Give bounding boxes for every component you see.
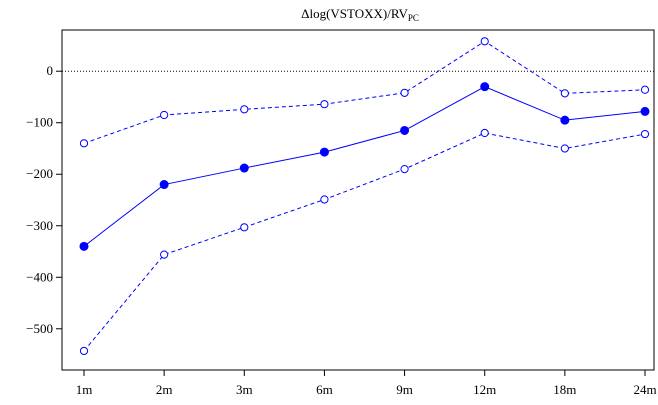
x-tick-label: 12m: [473, 382, 496, 397]
data-point-estimate: [640, 106, 650, 116]
data-point-estimate: [239, 163, 249, 173]
x-axis: 1m 2m 3m 6m 9m 12m 18m 24m: [76, 370, 657, 397]
data-point-upper-band: [79, 139, 89, 148]
x-tick-label: 24m: [633, 382, 656, 397]
data-point-lower-band: [560, 144, 569, 153]
data-point-upper-band: [320, 100, 329, 109]
data-point-lower-band: [79, 346, 89, 356]
x-tick-label: 3m: [236, 382, 253, 397]
data-point-lower-band: [160, 250, 169, 259]
series-line-lower-band: [83, 132, 646, 352]
y-tick-label: −200: [26, 166, 53, 181]
series-line-estimate: [83, 86, 646, 247]
y-tick-label: −100: [26, 115, 53, 130]
data-point-upper-band: [640, 85, 650, 94]
series-layer: [79, 37, 650, 356]
data-point-estimate: [79, 241, 89, 251]
data-point-lower-band: [240, 223, 249, 232]
data-point-estimate: [319, 147, 329, 157]
data-point-estimate: [400, 125, 410, 135]
plot-frame: [61, 29, 655, 371]
data-point-upper-band: [560, 89, 569, 98]
data-point-estimate: [480, 82, 490, 92]
y-axis: 0 −100 −200 −300 −400 −500: [26, 63, 62, 336]
chart-title: Δlog(VSTOXX)/RVPC: [301, 6, 419, 23]
data-point-upper-band: [480, 37, 489, 46]
data-point-upper-band: [400, 88, 409, 97]
y-tick-label: −400: [26, 269, 53, 284]
data-point-estimate: [159, 180, 169, 190]
x-tick-label: 6m: [316, 382, 333, 397]
data-point-upper-band: [240, 105, 249, 114]
data-point-estimate: [560, 115, 570, 125]
chart-title-subscript: PC: [408, 13, 419, 23]
x-tick-label: 18m: [553, 382, 576, 397]
y-tick-label: −500: [26, 321, 53, 336]
data-point-lower-band: [320, 195, 329, 204]
x-tick-label: 1m: [76, 382, 93, 397]
data-point-upper-band: [160, 110, 169, 120]
data-point-lower-band: [640, 129, 650, 139]
series-upper-band: [79, 37, 650, 148]
data-point-lower-band: [400, 164, 409, 174]
x-tick-label: 9m: [396, 382, 413, 397]
data-point-lower-band: [480, 128, 489, 138]
y-tick-label: −300: [26, 218, 53, 233]
series-estimate: [79, 82, 650, 251]
x-tick-label: 2m: [156, 382, 173, 397]
series-line-upper-band: [83, 40, 646, 144]
chart-title-main: Δlog(VSTOXX)/RV: [301, 6, 408, 21]
y-tick-label: 0: [47, 63, 54, 78]
series-lower-band: [79, 128, 650, 356]
